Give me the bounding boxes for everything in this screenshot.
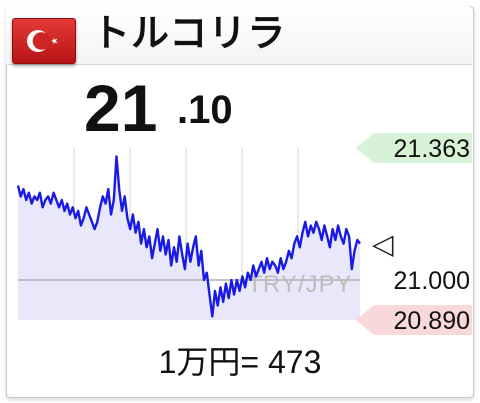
rate-decimal: .10 [177,88,233,132]
low-badge [356,305,472,335]
crescent-star-icon [27,30,58,52]
current-marker-icon: ◁ [372,228,394,261]
turkey-flag-icon [12,18,76,64]
widget-header [6,6,472,65]
series-area [18,156,360,320]
series-line [16,155,361,318]
current-label: 21.000 [394,267,470,295]
high-badge [356,133,472,163]
conversion-text: 1万円= 473 [158,344,322,380]
pair-label: TRY/JPY [247,271,352,298]
rate-integer: 21 [84,71,158,145]
low-label: 20.890 [394,307,470,335]
high-label: 21.363 [394,135,470,163]
currency-name: トルコリラ [92,13,287,55]
